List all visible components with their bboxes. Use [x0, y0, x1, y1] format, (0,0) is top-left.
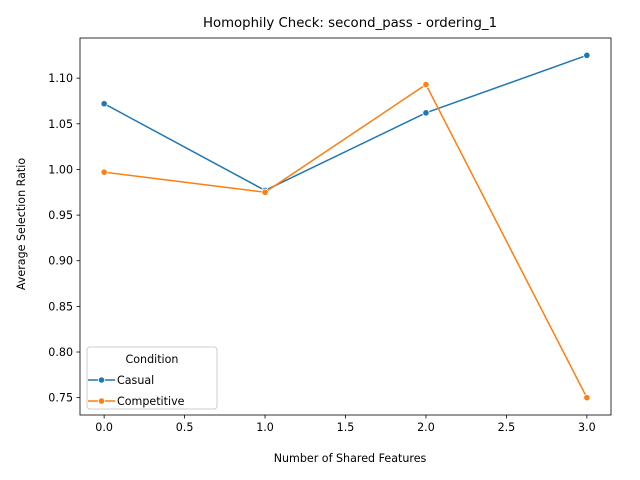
x-tick-label: 2.0 [417, 421, 435, 434]
series-layer [100, 51, 591, 402]
x-tick-label: 0.0 [95, 421, 113, 434]
y-tick-label: 1.00 [48, 163, 73, 176]
legend-box [86, 346, 218, 410]
legend-label: Competitive [117, 395, 185, 408]
competitive-point [100, 168, 108, 176]
legend-label: Casual [117, 374, 154, 387]
plot-axes: 0.0 0.5 1.0 1.5 2.0 2.5 3.0 0.75 0.80 0.85 0.90 0.9… [48, 37, 612, 434]
x-tick-label: 1.5 [337, 421, 355, 434]
competitive-point [261, 188, 269, 196]
casual-line [103, 54, 588, 192]
legend: Condition Casual Competitive [86, 346, 218, 410]
y-tick-label: 0.75 [48, 392, 73, 405]
series-competitive [100, 80, 591, 402]
casual-point [422, 109, 430, 117]
y-tick-label: 0.95 [48, 209, 73, 222]
y-tick-label: 0.85 [48, 300, 73, 313]
competitive-point [583, 394, 591, 402]
legend-swatch-marker [97, 397, 106, 405]
casual-point [583, 51, 591, 59]
legend-item-competitive: Competitive [88, 395, 185, 408]
y-axis-label: Average Selection Ratio [15, 158, 28, 290]
x-tick-label: 3.0 [578, 421, 596, 434]
series-casual [100, 51, 591, 195]
x-axis-label: Number of Shared Features [274, 452, 427, 465]
y-tick-label: 0.80 [48, 346, 73, 359]
legend-swatch-marker [97, 376, 106, 384]
y-tick-label: 0.90 [48, 255, 73, 268]
x-tick-label: 0.5 [176, 421, 194, 434]
legend-title: Condition [126, 353, 179, 366]
x-tick-label: 1.0 [256, 421, 274, 434]
casual-point [100, 100, 108, 108]
y-tick-label: 1.10 [48, 72, 73, 85]
legend-item-casual: Casual [88, 374, 154, 387]
competitive-point [422, 80, 430, 89]
y-tick-label: 1.05 [48, 118, 73, 131]
x-tick-label: 2.5 [498, 421, 516, 434]
chart-title: Homophily Check: second_pass - ordering_… [203, 16, 497, 31]
competitive-line [104, 83, 588, 399]
